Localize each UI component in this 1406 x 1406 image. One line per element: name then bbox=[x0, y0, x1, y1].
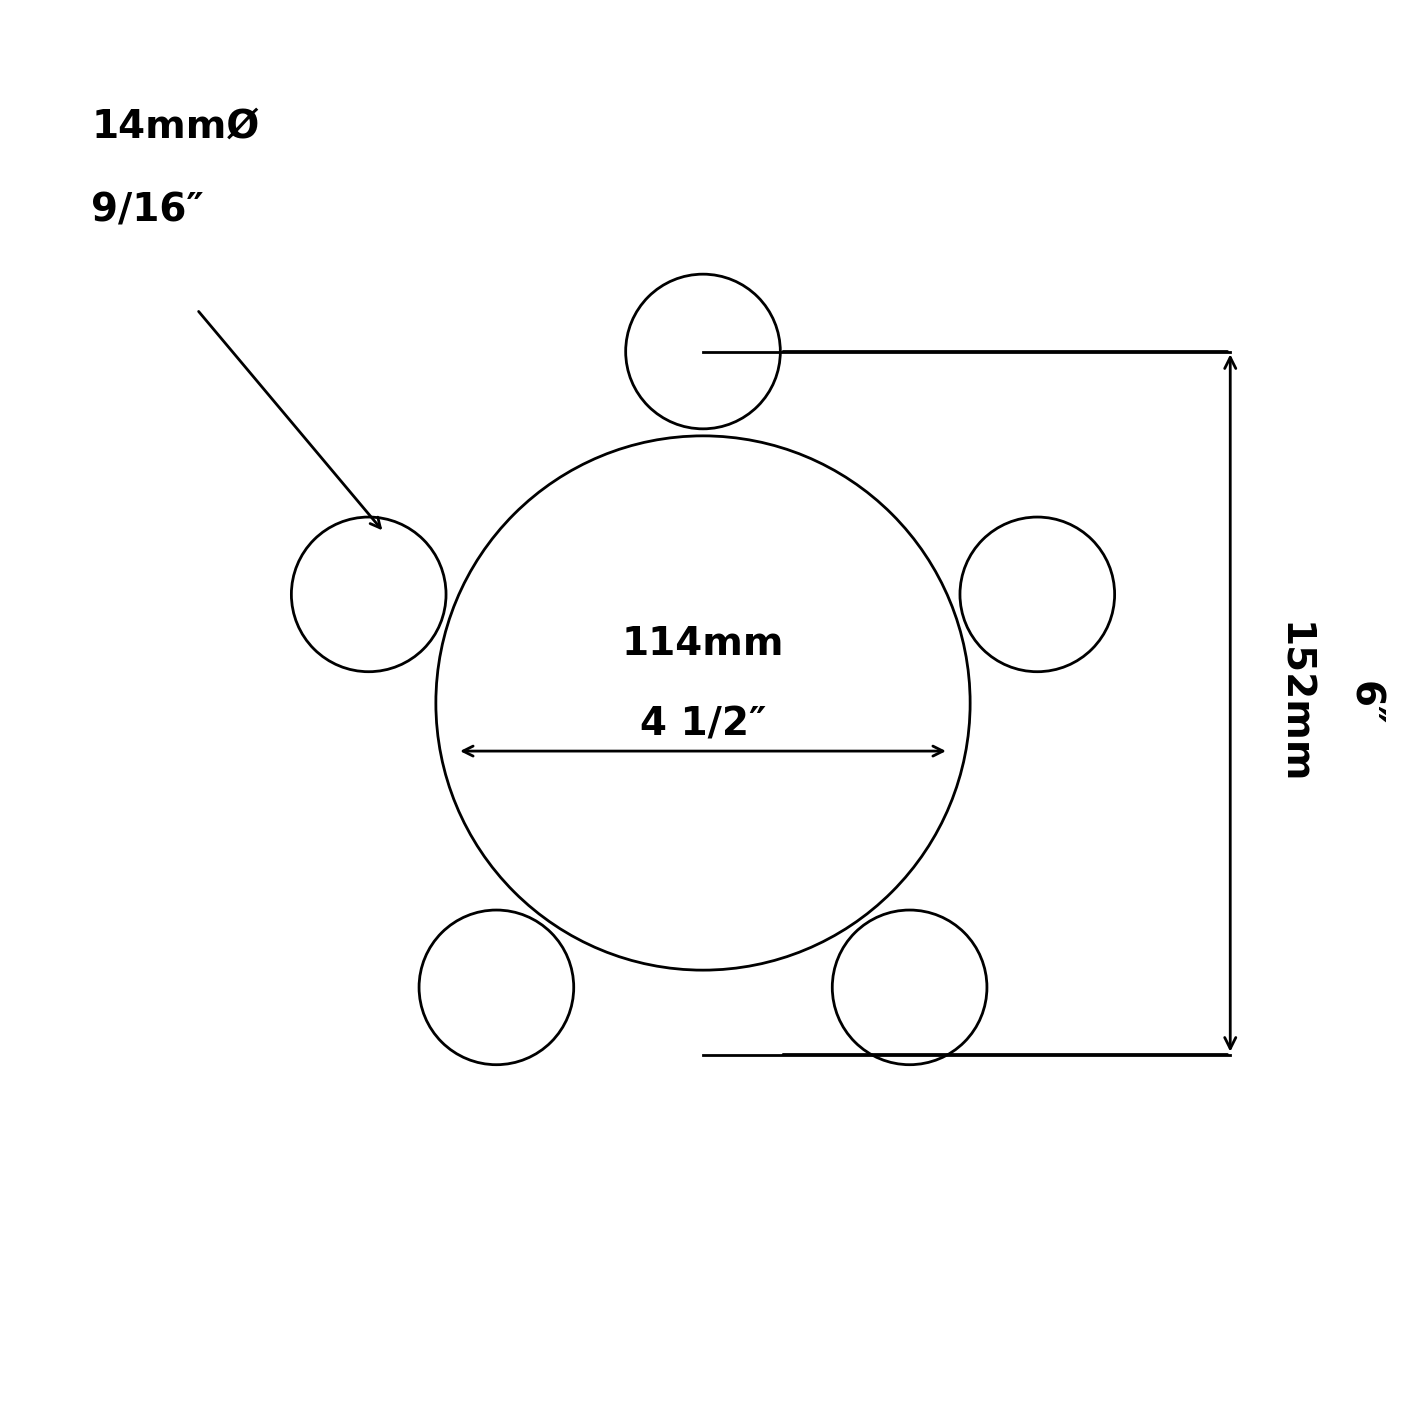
Text: 4 1/2″: 4 1/2″ bbox=[640, 706, 766, 744]
Text: 9/16″: 9/16″ bbox=[91, 191, 204, 231]
Text: 6″: 6″ bbox=[1344, 681, 1384, 725]
Text: 14mmØ: 14mmØ bbox=[91, 107, 260, 146]
Text: 152mm: 152mm bbox=[1274, 621, 1313, 785]
Text: 114mm: 114mm bbox=[621, 626, 785, 664]
